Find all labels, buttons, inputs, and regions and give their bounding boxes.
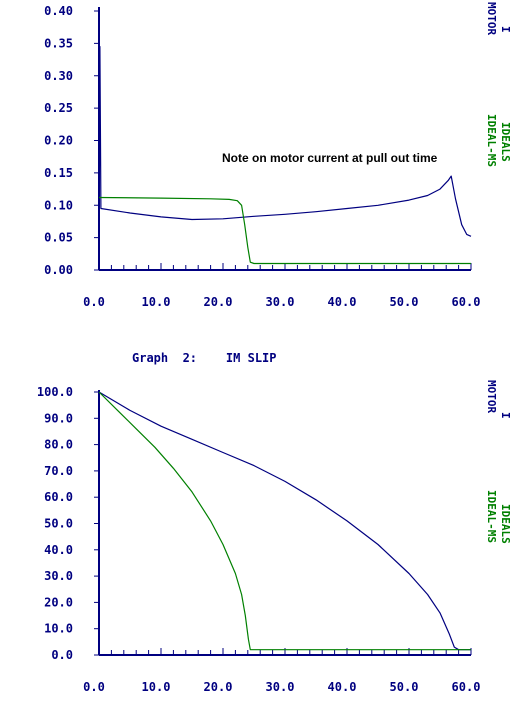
chart-2-y-ticks: 100.0 90.0 80.0 70.0 60.0 50.0 40.0 30.0 20.0 10.… (37, 385, 99, 662)
chart-1-x-ticks: 0.0 10.0 20.0 30.0 40.0 50.0 60.0 (83, 263, 480, 309)
chart-2: 100.0 90.0 80.0 70.0 60.0 50.0 40.0 30.0 20.0 10.… (37, 380, 512, 694)
chart-2-x-tick-label: 20.0 (204, 680, 233, 694)
chart-1-legend-motor: MOTOR (485, 2, 498, 35)
chart-2-series-line-1 (98, 391, 471, 651)
chart-1-x-tick-label: 20.0 (204, 295, 233, 309)
chart-2-y-tick-label: 40.0 (44, 543, 73, 557)
chart-1-x-tick-label: 60.0 (452, 295, 481, 309)
chart-2-y-tick-label: 80.0 (44, 438, 73, 452)
chart-1-x-tick-label: 40.0 (328, 295, 357, 309)
chart-2-y-tick-label: 0.0 (51, 648, 73, 662)
chart-2-y-tick-label: 50.0 (44, 517, 73, 531)
chart-1-x-tick-label: 0.0 (83, 295, 105, 309)
chart-2-y-tick-label: 10.0 (44, 622, 73, 636)
chart-1-y-tick-label: 0.40 (44, 4, 73, 18)
chart-1-y-tick-label: 0.30 (44, 69, 73, 83)
chart-1-legend-ideal: IDEAL-MS (485, 114, 498, 167)
chart-2-y-tick-label: 60.0 (44, 490, 73, 504)
chart-2-y-tick-label: 20.0 (44, 595, 73, 609)
chart-2-y-tick-label: 70.0 (44, 464, 73, 478)
graph-2-title: Graph 2: IM SLIP (132, 351, 277, 365)
chart-1: 0.40 0.35 0.30 0.25 0.20 0.15 0.10 0.05 0.00 0.0… (44, 2, 512, 309)
chart-2-series (98, 391, 471, 651)
chart-1-legend-motor-sub: I (499, 26, 512, 33)
chart-1-y-tick-label: 0.25 (44, 101, 73, 115)
chart-1-y-tick-label: 0.00 (44, 263, 73, 277)
chart-2-series-line-2 (98, 391, 471, 651)
chart-2-y-tick-label: 100.0 (37, 385, 73, 399)
chart-1-x-tick-label: 30.0 (266, 295, 295, 309)
chart-1-y-tick-label: 0.20 (44, 134, 73, 148)
chart-2-x-tick-label: 30.0 (266, 680, 295, 694)
chart-2-legend-motor: MOTOR (485, 380, 498, 413)
chart-2-y-tick-label: 90.0 (44, 411, 73, 425)
chart-1-y-tick-label: 0.10 (44, 198, 73, 212)
chart-1-y-tick-label: 0.05 (44, 231, 73, 245)
chart-2-x-tick-label: 40.0 (328, 680, 357, 694)
chart-1-legend-ideal-sub: IDEALS (499, 122, 512, 162)
chart-2-x-ticks: 0.0 10.0 20.0 30.0 40.0 50.0 60.0 (83, 648, 480, 694)
chart-1-y-ticks: 0.40 0.35 0.30 0.25 0.20 0.15 0.10 0.05 0.00 (44, 4, 99, 277)
chart-2-legend-ideal: IDEAL-MS (485, 490, 498, 543)
chart-2-x-tick-label: 50.0 (390, 680, 419, 694)
chart-1-x-tick-label: 50.0 (390, 295, 419, 309)
chart-2-x-tick-label: 10.0 (142, 680, 171, 694)
chart-1-series-line-1 (98, 46, 472, 271)
chart-1-x-tick-label: 10.0 (142, 295, 171, 309)
chart-2-y-tick-label: 30.0 (44, 569, 73, 583)
chart-1-y-tick-label: 0.15 (44, 166, 73, 180)
chart-2-legend-ideal-sub: IDEALS (499, 504, 512, 544)
chart-1-series (98, 46, 472, 271)
chart-2-legend-motor-sub: I (499, 412, 512, 419)
chart-1-annotation: Note on motor current at pull out time (222, 151, 438, 165)
chart-2-x-tick-label: 0.0 (83, 680, 105, 694)
chart-1-series-line-2 (98, 196, 471, 265)
chart-1-y-tick-label: 0.35 (44, 36, 73, 50)
chart-2-x-tick-label: 60.0 (452, 680, 481, 694)
